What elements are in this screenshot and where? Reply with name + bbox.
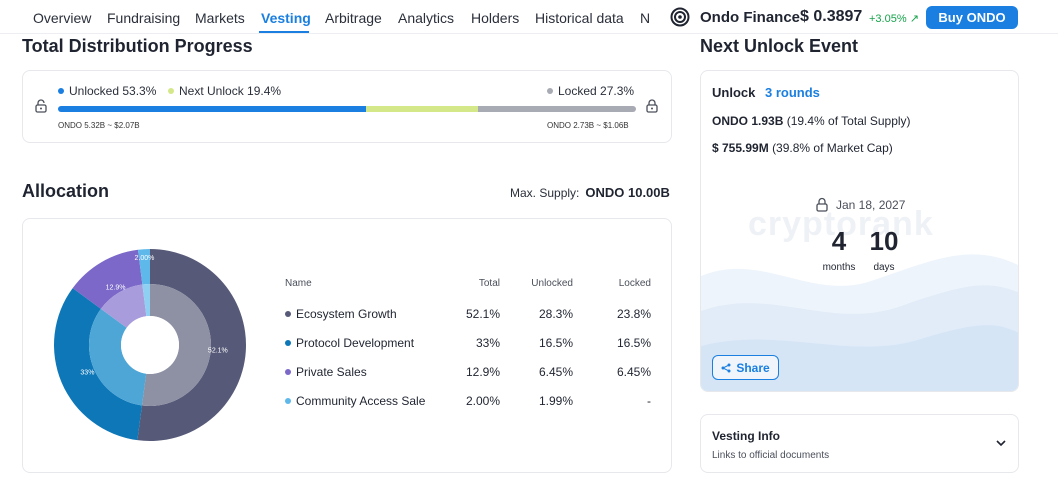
col-total: Total — [478, 278, 500, 289]
next-unlock-title: Next Unlock Event — [700, 36, 859, 56]
table-row-unlocked: 16.5% — [538, 336, 573, 350]
arrow-up-right-icon: ↗ — [909, 13, 919, 25]
slice-outer-ecosystem-growth — [137, 249, 247, 441]
tab-more[interactable]: N — [640, 10, 651, 26]
chevron-down-icon[interactable] — [995, 439, 1007, 447]
data-label-community-access-sale: 2.00% — [135, 255, 155, 262]
vesting-info-card[interactable] — [700, 414, 1019, 473]
active-tab-indicator — [259, 31, 309, 33]
slice-inner-community-access-sale — [142, 284, 150, 317]
distribution-title: Total Distribution Progress — [22, 36, 253, 56]
table-row-total: 52.1% — [465, 307, 500, 321]
top-navigation: Overview Fundraising Markets Vesting Arb… — [0, 0, 1058, 34]
donut-hole — [121, 316, 179, 374]
tab-vesting[interactable]: Vesting — [261, 10, 311, 26]
tab-holders[interactable]: Holders — [471, 10, 520, 26]
locked-amount: ONDO 2.73B ~ $1.06B — [547, 121, 629, 130]
legend-locked: Locked 27.3% — [547, 84, 634, 98]
coin-name: Ondo Finance — [700, 9, 801, 26]
vesting-info-title: Vesting Info — [712, 429, 781, 443]
lock-icon — [646, 99, 658, 113]
legend-unlocked: Unlocked 53.3% — [58, 84, 156, 98]
coin-price: $ 0.3897 — [800, 8, 863, 25]
unlock-rounds-link[interactable]: 3 rounds — [765, 85, 820, 100]
col-unlocked: Unlocked — [531, 278, 573, 289]
unlock-usd-amount: $ 755.99M (39.8% of Market Cap) — [712, 141, 893, 155]
col-locked: Locked — [618, 278, 651, 289]
legend-next-unlock: Next Unlock 19.4% — [168, 84, 281, 98]
tab-analytics[interactable]: Analytics — [398, 10, 455, 26]
slice-inner-private-sales — [100, 284, 147, 328]
max-supply: Max. Supply: ONDO 10.00B — [510, 185, 670, 200]
series-color-dot — [285, 397, 291, 404]
tab-overview[interactable]: Overview — [33, 10, 92, 26]
unlock-date: Jan 18, 2027 — [836, 198, 906, 212]
col-name: Name — [285, 278, 312, 289]
share-icon — [721, 363, 731, 372]
wave-background — [701, 254, 1018, 391]
slice-outer-private-sales — [72, 249, 143, 309]
table-row-name: Ecosystem Growth — [285, 307, 397, 321]
price-change: +3.05% ↗ — [869, 13, 919, 25]
table-row-unlocked: 28.3% — [538, 307, 573, 321]
ondo-logo-icon — [670, 7, 690, 27]
table-row-name: Protocol Development — [285, 336, 414, 350]
slice-inner-ecosystem-growth — [141, 284, 211, 406]
countdown-days-value: 10 — [869, 226, 899, 256]
unlock-ondo-amount: ONDO 1.93B (19.4% of Total Supply) — [712, 114, 911, 128]
countdown-months-label: months — [822, 262, 856, 273]
allocation-donut-chart: 52.1% 33% 12.9% 2.00% — [54, 249, 247, 441]
buy-button[interactable]: Buy ONDO — [926, 6, 1018, 29]
table-row-name: Private Sales — [285, 365, 367, 379]
slice-outer-protocol-development — [54, 288, 142, 441]
watermark: cryptorank — [748, 205, 934, 243]
tab-historical-data[interactable]: Historical data — [535, 10, 624, 26]
progress-next-unlock — [366, 106, 479, 112]
vesting-info-subtitle: Links to official documents — [712, 450, 830, 461]
countdown-months-value: 4 — [831, 226, 847, 256]
tab-arbitrage[interactable]: Arbitrage — [325, 10, 382, 26]
data-label-protocol-development: 33% — [80, 370, 94, 377]
unlocked-amount: ONDO 5.32B ~ $2.07B — [58, 121, 140, 130]
progress-unlocked — [58, 106, 367, 112]
progress-locked — [478, 106, 636, 112]
table-row-locked: 6.45% — [616, 365, 651, 379]
tab-fundraising[interactable]: Fundraising — [107, 10, 181, 26]
countdown-days-label: days — [873, 262, 895, 273]
data-label-private-sales: 12.9% — [106, 284, 126, 291]
table-row-unlocked: 6.45% — [538, 365, 573, 379]
series-color-dot — [285, 339, 291, 346]
share-button[interactable]: Share — [712, 355, 779, 380]
unlock-icon — [35, 99, 47, 113]
table-row-unlocked: 1.99% — [538, 394, 573, 408]
unlock-label: Unlock — [712, 85, 756, 100]
lock-icon — [816, 197, 828, 212]
series-color-dot — [285, 310, 291, 317]
table-row-locked: - — [647, 394, 651, 408]
tab-markets[interactable]: Markets — [195, 10, 245, 26]
table-row-total: 33% — [475, 336, 500, 350]
table-row-total: 2.00% — [465, 394, 500, 408]
next-unlock-card — [700, 70, 1019, 392]
allocation-title: Allocation — [22, 181, 110, 201]
table-row-locked: 23.8% — [616, 307, 651, 321]
series-color-dot — [285, 368, 291, 375]
slice-outer-community-access-sale — [137, 249, 150, 285]
data-label-ecosystem-growth: 52.1% — [208, 347, 228, 354]
table-row-name: Community Access Sale — [285, 394, 425, 408]
table-row-total: 12.9% — [465, 365, 500, 379]
slice-inner-protocol-development — [89, 308, 147, 406]
table-row-locked: 16.5% — [616, 336, 651, 350]
